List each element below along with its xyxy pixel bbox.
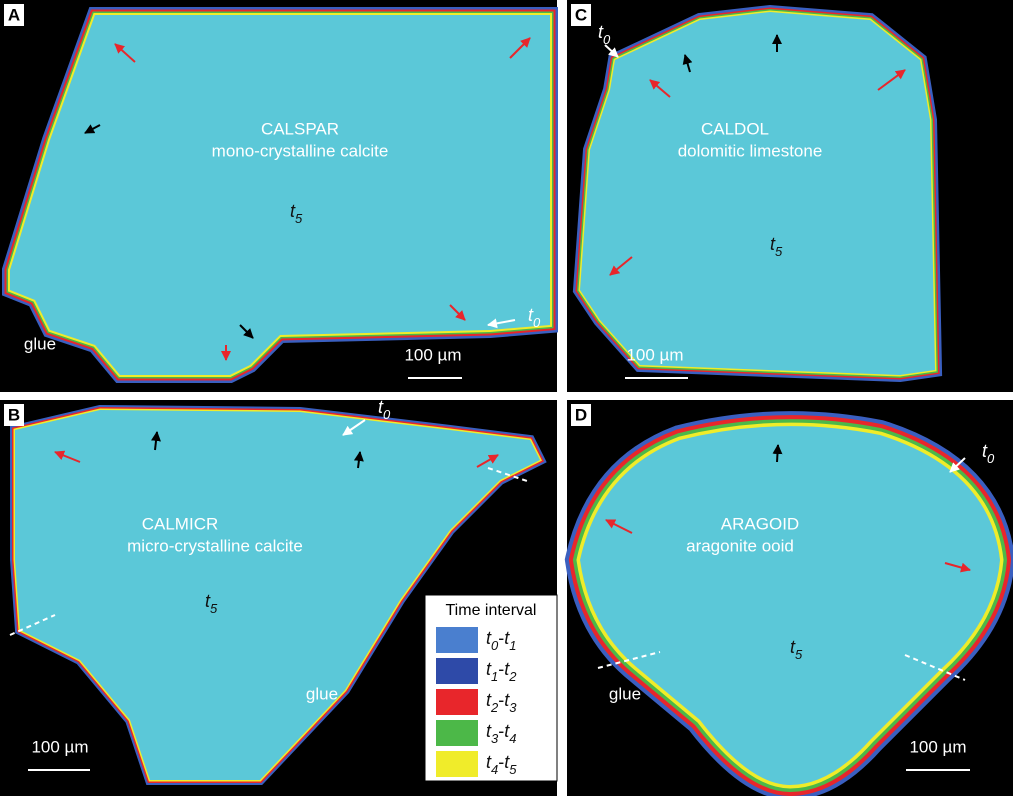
symbol-subscript: 0 — [533, 315, 541, 330]
panel-letter-box — [4, 4, 24, 26]
symbol-letter: t — [790, 637, 796, 657]
symbol-subscript: 3 — [509, 700, 517, 715]
legend-separator: - — [498, 659, 504, 679]
symbol-letter: t — [486, 628, 492, 648]
legend-title: Time interval — [446, 602, 537, 619]
sample-name: CALMICR — [142, 514, 219, 533]
sample-name: CALSPAR — [261, 119, 339, 138]
symbol-subscript: 1 — [509, 638, 516, 653]
interior-label: t5 — [770, 234, 783, 259]
legend-separator: - — [498, 721, 504, 741]
legend-label: t3-t4 — [486, 721, 517, 746]
edge-label: t0 — [528, 305, 541, 330]
sample-description: mono-crystalline calcite — [212, 141, 389, 160]
interior-label: t5 — [790, 637, 803, 662]
glue-label: glue — [24, 334, 56, 353]
symbol-letter: t — [504, 752, 510, 772]
symbol-letter: t — [504, 628, 510, 648]
legend-label: t2-t3 — [486, 690, 517, 715]
legend-separator: - — [498, 752, 504, 772]
symbol-letter: t — [290, 201, 296, 221]
legend-swatch — [436, 689, 478, 715]
panel-letter: A — [8, 5, 20, 24]
edge-label: t0 — [598, 22, 611, 47]
symbol-subscript: 0 — [491, 638, 499, 653]
symbol-subscript: 5 — [295, 211, 303, 226]
scale-label: 100 µm — [404, 345, 461, 364]
symbol-subscript: 0 — [603, 32, 611, 47]
edge-label: t0 — [378, 397, 391, 422]
legend-swatch — [436, 751, 478, 777]
symbol-subscript: 5 — [795, 647, 803, 662]
symbol-letter: t — [504, 659, 510, 679]
symbol-letter: t — [378, 397, 384, 417]
symbol-letter: t — [486, 690, 492, 710]
legend-label: t4-t5 — [486, 752, 517, 777]
legend-label: t0-t1 — [486, 628, 517, 653]
symbol-subscript: 0 — [383, 407, 391, 422]
panel-letter-box — [4, 404, 24, 426]
panel-letter: C — [575, 5, 587, 24]
symbol-subscript: 5 — [210, 601, 218, 616]
symbol-subscript: 5 — [775, 244, 783, 259]
symbol-letter: t — [486, 721, 492, 741]
scale-label: 100 µm — [626, 345, 683, 364]
legend-swatch — [436, 627, 478, 653]
symbol-subscript: 4 — [491, 762, 498, 777]
symbol-subscript: 5 — [509, 762, 517, 777]
sample-name: CALDOL — [701, 119, 769, 138]
panel-letter-box — [571, 404, 591, 426]
arrows — [9, 34, 971, 681]
symbol-letter: t — [528, 305, 534, 325]
legend-separator: - — [498, 690, 504, 710]
symbol-subscript: 0 — [987, 451, 995, 466]
symbol-subscript: 4 — [509, 731, 516, 746]
symbol-subscript: 3 — [491, 731, 499, 746]
symbol-subscript: 1 — [491, 669, 498, 684]
glue-label: glue — [609, 684, 641, 703]
symbol-letter: t — [982, 441, 988, 461]
interior-label: t5 — [290, 201, 303, 226]
sample-name: ARAGOID — [721, 514, 799, 533]
symbol-letter: t — [205, 591, 211, 611]
glue-label: glue — [306, 684, 338, 703]
legend-label: t1-t2 — [486, 659, 517, 684]
interior-label: t5 — [205, 591, 218, 616]
edge-label: t0 — [982, 441, 995, 466]
symbol-letter: t — [486, 659, 492, 679]
sample-description: dolomitic limestone — [678, 141, 823, 160]
symbol-subscript: 2 — [490, 700, 499, 715]
symbol-subscript: 2 — [508, 669, 517, 684]
scale-label: 100 µm — [31, 737, 88, 756]
sample-description: aragonite ooid — [686, 536, 794, 555]
legend-swatch — [436, 658, 478, 684]
symbol-letter: t — [770, 234, 776, 254]
panel-letter: B — [8, 405, 20, 424]
symbol-letter: t — [486, 752, 492, 772]
scale-label: 100 µm — [909, 737, 966, 756]
legend-box — [424, 594, 558, 782]
symbol-letter: t — [504, 721, 510, 741]
symbol-letter: t — [598, 22, 604, 42]
sample-description: micro-crystalline calcite — [127, 536, 303, 555]
panel-letter: D — [575, 405, 587, 424]
symbol-letter: t — [504, 690, 510, 710]
legend-swatch — [436, 720, 478, 746]
legend-separator: - — [498, 628, 504, 648]
panel-letter-box — [571, 4, 591, 26]
